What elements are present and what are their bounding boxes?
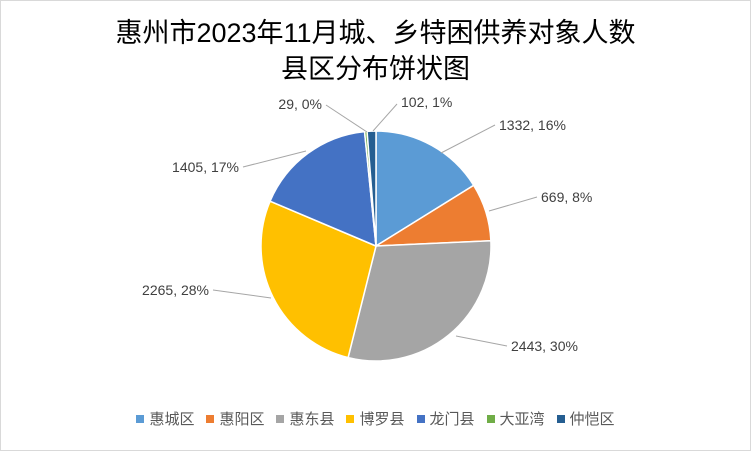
data-label: 1332, 16%	[499, 117, 566, 133]
pie-slice-惠城区	[375, 130, 475, 248]
legend-label: 惠城区	[149, 411, 195, 428]
chart-title: 惠州市2023年11月城、乡特困供养对象人数 县区分布饼状图	[1, 15, 750, 87]
legend-label: 惠阳区	[219, 411, 265, 428]
data-label: 2265, 28%	[142, 282, 209, 298]
pie-slice-博罗县	[260, 200, 377, 359]
legend-label: 博罗县	[359, 411, 405, 428]
legend-swatch	[136, 414, 145, 423]
legend-label: 惠东县	[289, 411, 335, 428]
legend-item: 龙门县	[416, 408, 475, 429]
leader-line	[372, 103, 398, 132]
legend-item: 博罗县	[346, 408, 405, 429]
leader-line	[455, 335, 508, 347]
legend-item: 大亚湾	[486, 408, 545, 429]
legend-swatch	[346, 414, 355, 423]
legend-swatch	[416, 414, 425, 423]
legend-item: 仲恺区	[556, 408, 615, 429]
data-label: 1405, 17%	[172, 159, 239, 175]
leader-line	[242, 150, 307, 168]
data-label: 102, 1%	[401, 94, 452, 110]
leader-line	[440, 124, 496, 154]
legend-item: 惠阳区	[206, 408, 264, 429]
legend-swatch	[486, 414, 495, 423]
leader-line	[212, 289, 272, 299]
legend-swatch	[556, 414, 565, 423]
chart-title-line-2: 县区分布饼状图	[281, 54, 470, 84]
legend-label: 龙门县	[429, 411, 475, 428]
pie-slice-仲恺区	[366, 130, 377, 247]
legend-swatch	[276, 414, 285, 423]
legend-label: 仲恺区	[569, 411, 615, 428]
data-label: 669, 8%	[541, 189, 592, 205]
legend-item: 惠东县	[276, 408, 334, 429]
leader-line	[325, 104, 368, 133]
chart-title-line-1: 惠州市2023年11月城、乡特困供养对象人数	[115, 18, 636, 48]
legend-label: 大亚湾	[499, 411, 545, 428]
leader-line	[488, 196, 538, 212]
legend-item: 惠城区	[136, 408, 194, 429]
pie-slice-龙门县	[269, 130, 377, 248]
legend: 惠城区 惠阳区 惠东县 博罗县 龙门县 大亚湾 仲恺区	[1, 408, 750, 429]
pie-slice-惠东县	[347, 239, 492, 362]
data-label: 29, 0%	[278, 96, 322, 112]
data-label: 2443, 30%	[511, 338, 578, 354]
legend-swatch	[206, 414, 215, 423]
